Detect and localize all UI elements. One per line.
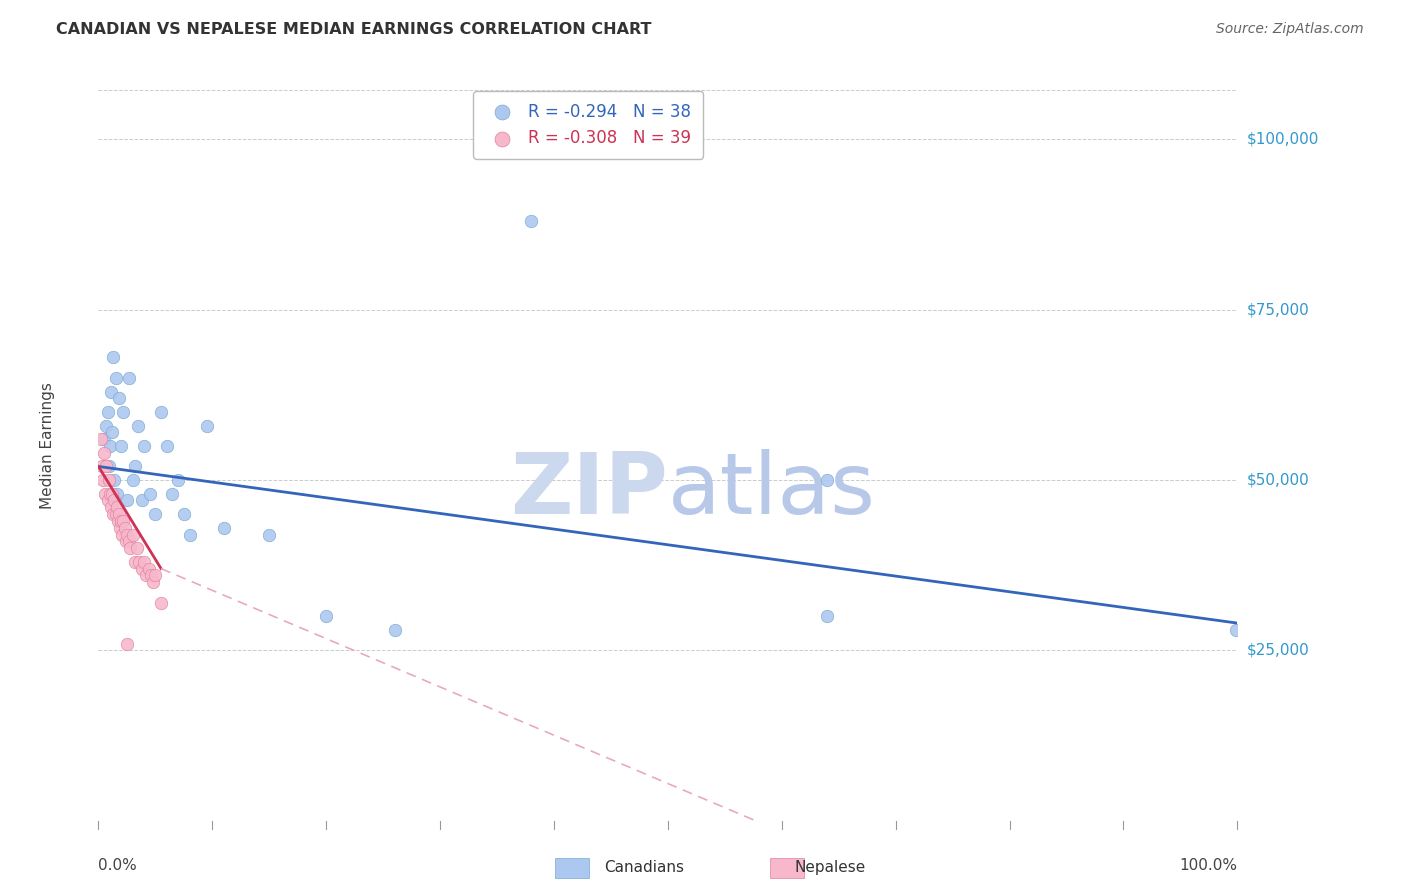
Point [132, 439, 155, 453]
Point [91, 473, 114, 487]
Point [195, 418, 218, 433]
Point [520, 214, 543, 228]
Point [121, 473, 143, 487]
Point [100, 500, 122, 515]
Text: Nepalese: Nepalese [794, 860, 866, 874]
Point [98, 439, 121, 453]
Point [94, 486, 117, 500]
Text: 0.0%: 0.0% [98, 858, 138, 873]
Text: atlas: atlas [668, 450, 876, 533]
Point [115, 527, 138, 541]
Point [110, 514, 132, 528]
Point [156, 439, 179, 453]
Text: ZIP: ZIP [510, 450, 668, 533]
Point [103, 351, 125, 365]
Text: $100,000: $100,000 [1246, 132, 1319, 147]
Point [124, 555, 146, 569]
Point [96, 493, 118, 508]
Point [150, 405, 173, 419]
Point [111, 527, 134, 541]
Point [100, 384, 122, 399]
Point [142, 575, 165, 590]
Point [105, 486, 128, 500]
Point [103, 473, 125, 487]
Point [104, 371, 127, 385]
Point [108, 392, 131, 406]
Text: $25,000: $25,000 [1246, 643, 1309, 657]
Point [128, 555, 150, 569]
Point [1225, 623, 1247, 637]
Point [103, 493, 125, 508]
Point [104, 507, 127, 521]
Point [101, 425, 124, 440]
Point [131, 493, 153, 508]
Point [96, 418, 118, 433]
Point [90, 432, 112, 446]
Point [139, 568, 162, 582]
Text: Source: ZipAtlas.com: Source: ZipAtlas.com [1216, 22, 1364, 37]
Point [150, 596, 173, 610]
Point [90, 459, 112, 474]
Point [114, 534, 136, 549]
Text: CANADIAN VS NEPALESE MEDIAN EARNINGS CORRELATION CHART: CANADIAN VS NEPALESE MEDIAN EARNINGS COR… [56, 22, 652, 37]
Point [93, 432, 115, 446]
Text: Canadians: Canadians [605, 860, 685, 874]
Text: 100.0%: 100.0% [1180, 858, 1237, 873]
Point [173, 507, 195, 521]
Point [118, 534, 141, 549]
Point [101, 486, 124, 500]
Point [93, 446, 115, 460]
Point [138, 561, 160, 575]
Point [114, 521, 136, 535]
Point [108, 521, 131, 535]
Text: $50,000: $50,000 [1246, 473, 1309, 488]
Point [138, 486, 160, 500]
Point [145, 568, 167, 582]
Point [162, 486, 184, 500]
Point [121, 527, 143, 541]
Point [96, 459, 118, 474]
Point [212, 521, 235, 535]
Point [98, 486, 121, 500]
Point [103, 507, 125, 521]
Point [815, 473, 838, 487]
Point [127, 418, 149, 433]
Legend: R = -0.294   N = 38, R = -0.308   N = 39: R = -0.294 N = 38, R = -0.308 N = 39 [474, 91, 703, 159]
Point [131, 561, 153, 575]
Point [135, 568, 157, 582]
Point [110, 439, 132, 453]
Point [96, 405, 118, 419]
Point [97, 459, 120, 474]
Point [145, 507, 167, 521]
Point [97, 473, 120, 487]
Text: $75,000: $75,000 [1246, 302, 1309, 318]
Text: Median Earnings: Median Earnings [39, 383, 55, 509]
Point [107, 514, 129, 528]
Point [112, 405, 135, 419]
Point [115, 636, 138, 650]
Point [815, 609, 838, 624]
Point [315, 609, 337, 624]
Point [124, 459, 146, 474]
Point [132, 555, 155, 569]
Point [108, 507, 131, 521]
Point [167, 473, 190, 487]
Point [105, 500, 128, 515]
Point [118, 371, 141, 385]
Point [179, 527, 201, 541]
Point [259, 527, 281, 541]
Point [120, 541, 142, 556]
Point [112, 514, 135, 528]
Point [127, 541, 149, 556]
Point [115, 493, 138, 508]
Point [384, 623, 406, 637]
